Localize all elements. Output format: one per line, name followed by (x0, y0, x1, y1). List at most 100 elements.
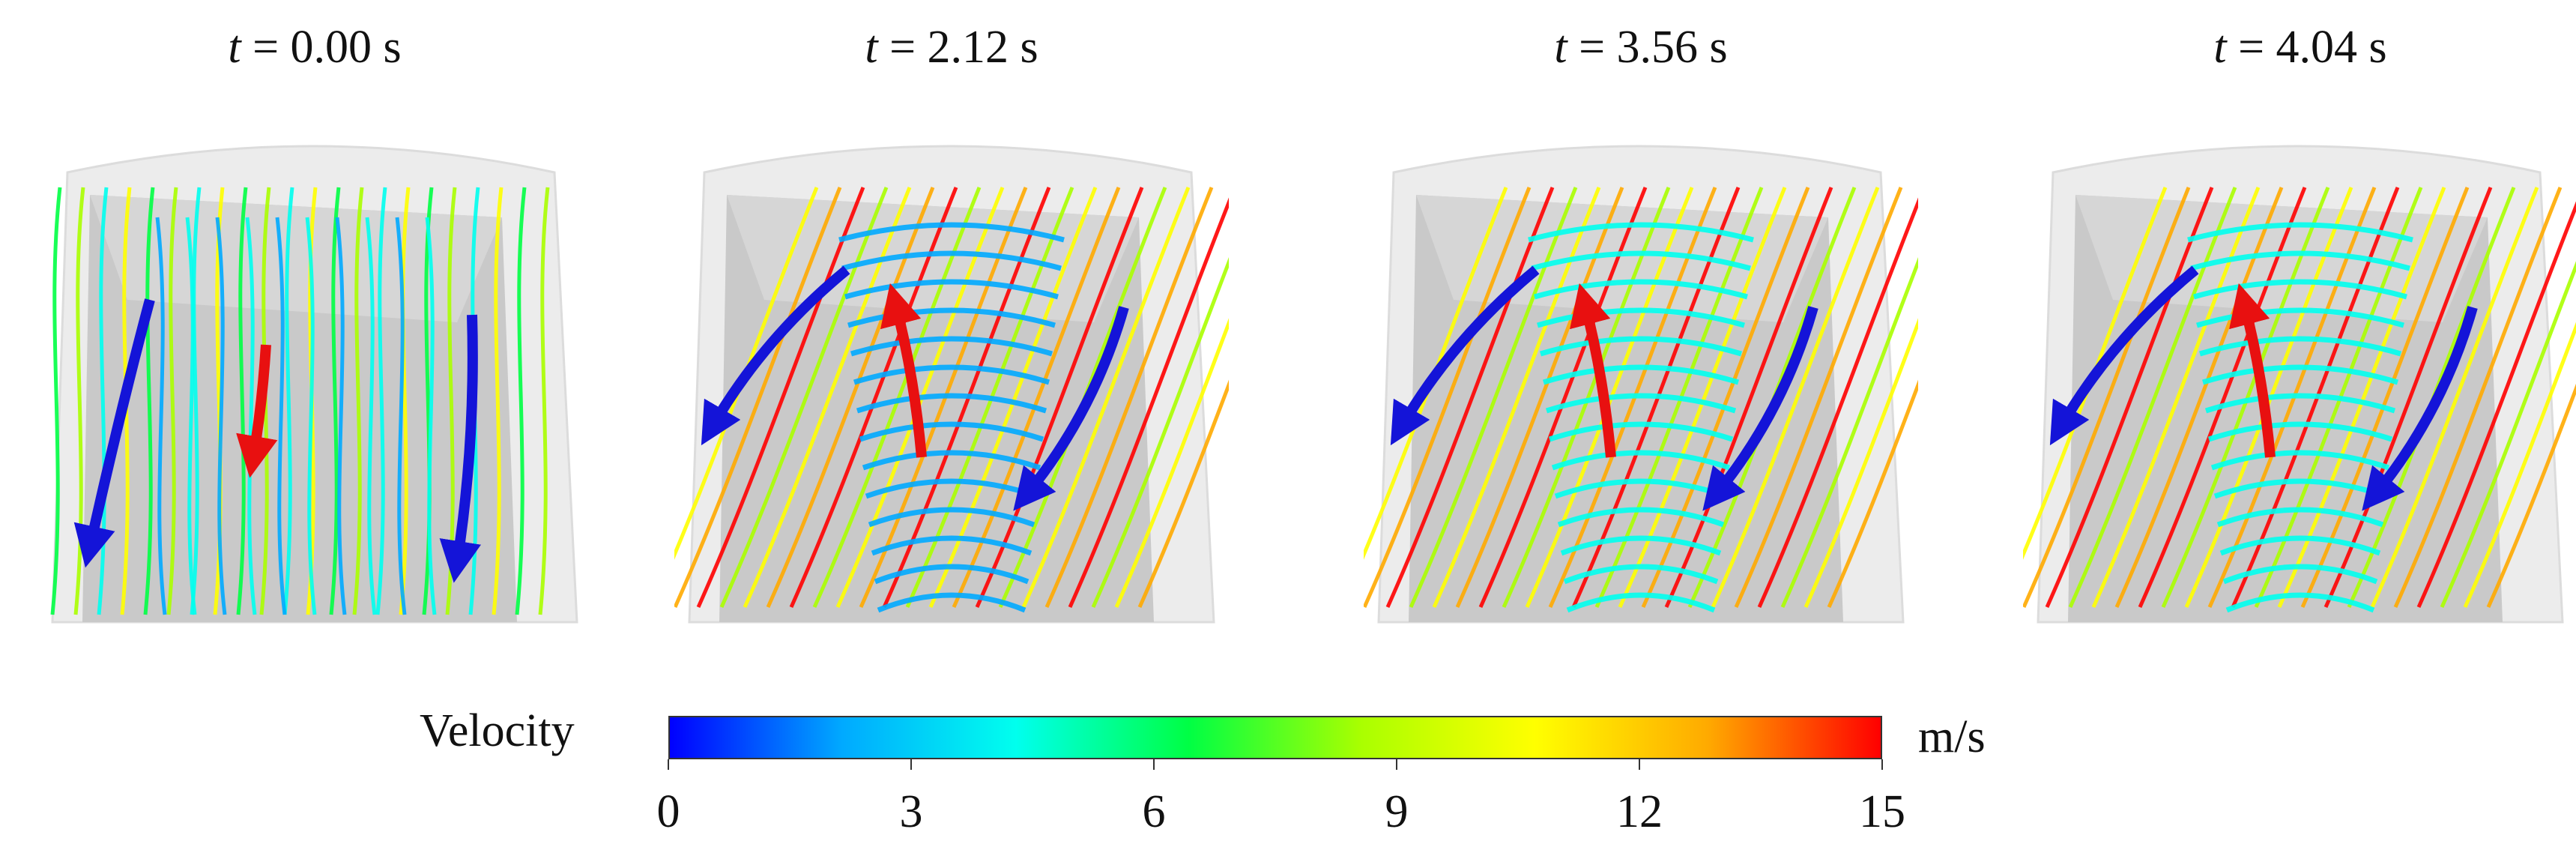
streamline (375, 187, 387, 615)
streamline (1021, 187, 1191, 609)
streamline (166, 187, 178, 615)
core-streamline (874, 564, 1030, 585)
outer-flow-arrow (73, 298, 155, 568)
colorbar-tick (1639, 759, 1640, 770)
core-streamline (853, 364, 1050, 385)
streamline (2393, 187, 2563, 609)
core-streamline (841, 250, 1062, 271)
streamline (1044, 187, 1214, 609)
streamline (674, 187, 842, 609)
streamline (1641, 187, 1810, 609)
core-streamline (2222, 564, 2378, 585)
streamline (492, 187, 504, 615)
core-streamline (2193, 279, 2407, 300)
streamline (2463, 322, 2576, 609)
core-streamline (1542, 364, 1740, 385)
streamline (2068, 187, 2237, 609)
colorbar-tick-label: 0 (656, 786, 680, 837)
core-streamline (2225, 592, 2375, 613)
streamline (696, 187, 865, 609)
streamline (2486, 383, 2576, 609)
outer-flow-arrow (1702, 306, 1818, 511)
streamline (1455, 187, 1624, 609)
streamline (975, 187, 1144, 609)
core-streamline (1548, 421, 1734, 442)
core-streamline (2207, 421, 2393, 442)
core-streamline (838, 222, 1065, 243)
core-streamline (2201, 364, 2399, 385)
core-streamline (245, 217, 257, 615)
streamline (143, 187, 155, 615)
core-streamline (2198, 336, 2402, 357)
streamline (2300, 187, 2470, 609)
colorbar-tick-label: 6 (1142, 786, 1166, 837)
core-streamline (155, 217, 167, 615)
core-streamline (1551, 450, 1731, 471)
colorbar-tick (668, 759, 669, 770)
streamline (1757, 197, 1918, 609)
streamline (2370, 187, 2539, 609)
core-streamline (844, 279, 1059, 300)
core-streamline (1557, 507, 1725, 528)
panel-title: t = 2.12 s (674, 21, 1229, 74)
colorbar-gradient (668, 716, 1882, 759)
time-value: = 3.56 s (1579, 22, 1728, 73)
core-streamline (868, 507, 1035, 528)
streamline (1734, 187, 1903, 609)
core-streamline (2219, 535, 2381, 556)
streamline (1664, 187, 1833, 609)
core-streamline (1560, 535, 1722, 556)
streamline (2023, 187, 2191, 609)
core-streamline (185, 217, 197, 615)
outer-flow-arrow (1390, 265, 1540, 446)
core-streamline (305, 217, 317, 615)
streamline (1803, 318, 1918, 609)
streamline (789, 187, 958, 609)
streamline (190, 187, 202, 615)
streamline (1478, 187, 1648, 609)
streamline (882, 187, 1051, 609)
core-streamline (215, 217, 227, 615)
outer-flow-arrow (701, 265, 850, 446)
panel-title: t = 3.56 s (1364, 21, 1918, 74)
streamline (329, 187, 341, 615)
streamline (2440, 260, 2576, 609)
outer-flow-arrow (1013, 306, 1129, 511)
core-flow-arrow (1570, 283, 1616, 458)
outer-flow-arrow (439, 314, 481, 583)
core-streamline (1531, 250, 1751, 271)
streamline (2416, 201, 2576, 609)
streamline (743, 187, 912, 609)
streamline (1827, 379, 1918, 609)
streamline (1409, 187, 1578, 609)
time-variable: t (865, 22, 878, 73)
panel-t3: t = 4.04 s (2023, 0, 2576, 630)
streamline (766, 187, 935, 609)
streamline (905, 187, 1074, 609)
colorbar-tick-label: 15 (1859, 786, 1905, 837)
core-streamline (877, 592, 1027, 613)
colorbar-tick-label: 12 (1616, 786, 1663, 837)
core-streamline (275, 217, 287, 615)
core-streamline (365, 217, 377, 615)
outer-flow-arrow (2362, 306, 2478, 511)
streamline (352, 187, 364, 615)
streamline-view-t2 (1364, 145, 1918, 624)
core-streamline (2204, 393, 2396, 414)
streamline (1432, 187, 1601, 609)
streamline (1711, 187, 1880, 609)
core-flow-arrow (236, 344, 278, 478)
core-streamline (2216, 507, 2384, 528)
core-flow-arrow (2229, 283, 2276, 458)
colorbar-tick (1396, 759, 1397, 770)
colorbar-tick (1153, 759, 1155, 770)
time-variable: t (1554, 22, 1567, 73)
streamline (719, 187, 889, 609)
colorbar-unit: m/s (1918, 711, 1986, 762)
core-streamline (871, 535, 1032, 556)
time-variable: t (2213, 22, 2227, 73)
colorbar-tick-label: 9 (1385, 786, 1409, 837)
colorbar-title: Velocity (420, 705, 575, 756)
core-streamline (1563, 564, 1719, 585)
streamline-view-t0 (50, 145, 578, 624)
